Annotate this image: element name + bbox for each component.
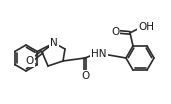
Text: N: N [50,38,58,48]
Text: HN: HN [91,49,107,59]
Text: O: O [26,56,34,66]
Text: O: O [111,27,119,37]
Text: O: O [81,71,89,81]
Text: OH: OH [138,22,154,32]
